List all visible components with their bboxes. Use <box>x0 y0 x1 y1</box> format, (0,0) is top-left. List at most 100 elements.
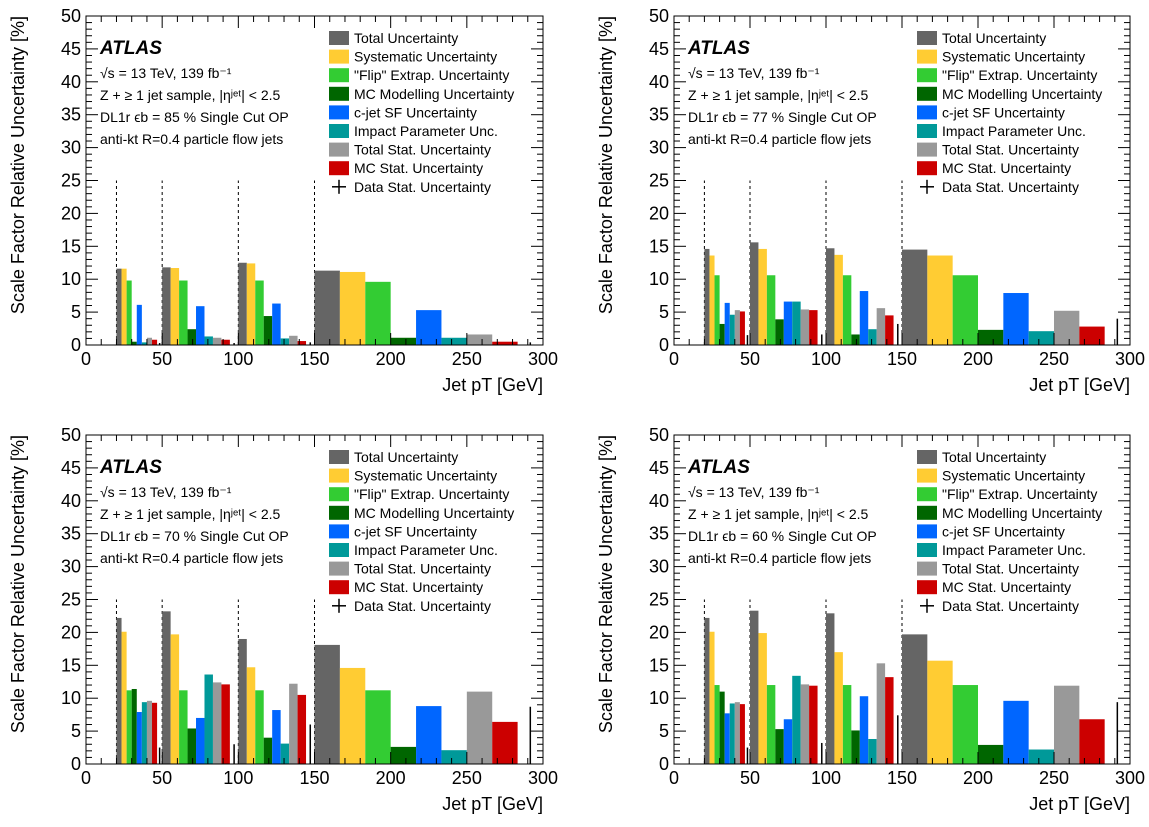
bar-7-bin-3 <box>1079 719 1105 764</box>
y-tick-label: 45 <box>649 458 669 478</box>
legend-swatch <box>917 580 937 595</box>
bar-4-bin-3 <box>1003 293 1029 345</box>
info-line: DL1r ϵb = 77 % Single Cut OP <box>688 109 877 125</box>
legend-entry: Data Stat. Uncertainty <box>354 179 491 195</box>
bar-2-bin-3 <box>365 690 391 764</box>
bar-3-bin-2 <box>851 334 860 345</box>
x-tick-label: 100 <box>811 768 841 788</box>
bar-0-bin-1 <box>162 611 171 764</box>
legend-swatch <box>329 105 349 120</box>
info-line: √s = 13 TeV, 139 fb⁻¹ <box>688 484 820 500</box>
bar-4-bin-0 <box>724 302 730 345</box>
legend-entry: "Flip" Extrap. Uncertainty <box>942 67 1097 83</box>
y-tick-label: 30 <box>649 557 669 577</box>
bar-5-bin-1 <box>792 301 801 345</box>
bar-6-bin-1 <box>212 337 222 345</box>
legend-swatch <box>917 561 937 576</box>
legend-entry: Systematic Uncertainty <box>942 468 1085 484</box>
y-tick-label: 20 <box>649 203 669 223</box>
bar-4-bin-3 <box>416 706 442 764</box>
bar-7-bin-3 <box>492 341 518 345</box>
legend-entry: "Flip" Extrap. Uncertainty <box>354 67 509 83</box>
bar-6-bin-0 <box>734 310 740 345</box>
bar-7-bin-3 <box>1079 326 1105 345</box>
bar-0-bin-2 <box>826 248 835 345</box>
legend-entry: c-jet SF Uncertainty <box>354 104 477 120</box>
info-line: Z + ≥ 1 jet sample, |ηʲᵉᵗ| < 2.5 <box>688 87 869 103</box>
legend-entry: Total Stat. Uncertainty <box>942 142 1079 158</box>
y-tick-label: 0 <box>659 754 669 774</box>
bar-5-bin-2 <box>868 738 877 764</box>
legend-entry: c-jet SF Uncertainty <box>942 104 1065 120</box>
legend-swatch <box>917 142 937 157</box>
bar-2-bin-3 <box>365 281 391 345</box>
bar-7-bin-2 <box>297 341 307 345</box>
x-tick-label: 100 <box>223 768 253 788</box>
legend-swatch <box>917 31 937 45</box>
y-tick-label: 20 <box>61 203 81 223</box>
y-tick-label: 25 <box>61 171 81 191</box>
bar-1-bin-3 <box>927 660 953 764</box>
bar-1-bin-3 <box>927 255 953 345</box>
legend-swatch <box>917 524 937 539</box>
y-tick-label: 15 <box>61 655 81 675</box>
info-line: √s = 13 TeV, 139 fb⁻¹ <box>688 65 820 81</box>
bar-4-bin-3 <box>1003 700 1029 764</box>
y-axis-label: Scale Factor Relative Uncertainty [%] <box>8 435 28 733</box>
y-tick-label: 0 <box>659 335 669 355</box>
bar-1-bin-2 <box>834 652 843 764</box>
x-tick-label: 150 <box>299 349 329 369</box>
legend-entry: Impact Parameter Unc. <box>942 123 1086 139</box>
bar-6-bin-1 <box>800 309 810 345</box>
bar-1-bin-1 <box>170 634 180 764</box>
legend-swatch <box>329 580 349 595</box>
legend-swatch <box>329 524 349 539</box>
bar-7-bin-2 <box>885 677 894 764</box>
info-line: DL1r ϵb = 60 % Single Cut OP <box>688 528 877 544</box>
legend-swatch <box>329 161 349 176</box>
info-line: √s = 13 TeV, 139 fb⁻¹ <box>100 65 232 81</box>
legend-swatch <box>917 86 937 101</box>
legend-swatch <box>329 543 349 557</box>
legend-swatch <box>329 450 349 464</box>
info-line: anti-kt R=0.4 particle flow jets <box>688 131 871 147</box>
bar-5-bin-0 <box>141 702 147 764</box>
bar-2-bin-2 <box>842 685 852 764</box>
bar-5-bin-3 <box>441 750 467 764</box>
bar-1-bin-0 <box>709 631 715 764</box>
legend-swatch <box>917 450 937 464</box>
bar-0-bin-0 <box>704 617 710 764</box>
legend-entry: Total Stat. Uncertainty <box>354 142 491 158</box>
bar-2-bin-1 <box>766 275 776 345</box>
legend-swatch <box>329 49 349 64</box>
bar-1-bin-0 <box>121 631 127 764</box>
info-line: DL1r ϵb = 85 % Single Cut OP <box>100 109 289 125</box>
bar-5-bin-3 <box>1028 749 1054 764</box>
bar-4-bin-2 <box>272 303 281 345</box>
x-tick-label: 150 <box>299 768 329 788</box>
y-tick-label: 50 <box>61 425 81 445</box>
bar-3-bin-0 <box>131 341 137 345</box>
legend-entry: MC Modelling Uncertainty <box>942 86 1102 102</box>
bar-1-bin-3 <box>339 271 366 345</box>
y-tick-label: 20 <box>649 622 669 642</box>
bar-0-bin-2 <box>826 613 835 764</box>
legend-entry: "Flip" Extrap. Uncertainty <box>354 486 509 502</box>
bar-0-bin-0 <box>116 268 122 345</box>
bar-4-bin-3 <box>416 310 442 345</box>
bar-1-bin-2 <box>246 667 256 764</box>
bar-7-bin-1 <box>809 310 818 345</box>
y-tick-label: 35 <box>649 524 669 544</box>
legend-swatch <box>917 468 937 483</box>
bar-0-bin-1 <box>162 267 171 345</box>
bar-3-bin-0 <box>719 323 725 345</box>
x-tick-label: 50 <box>740 768 760 788</box>
bar-2-bin-0 <box>126 690 132 764</box>
legend-entry: Total Uncertainty <box>942 30 1046 46</box>
y-tick-label: 20 <box>61 622 81 642</box>
bar-2-bin-1 <box>766 685 776 764</box>
legend-swatch <box>917 49 937 64</box>
y-tick-label: 25 <box>649 590 669 610</box>
bar-1-bin-0 <box>709 255 715 345</box>
